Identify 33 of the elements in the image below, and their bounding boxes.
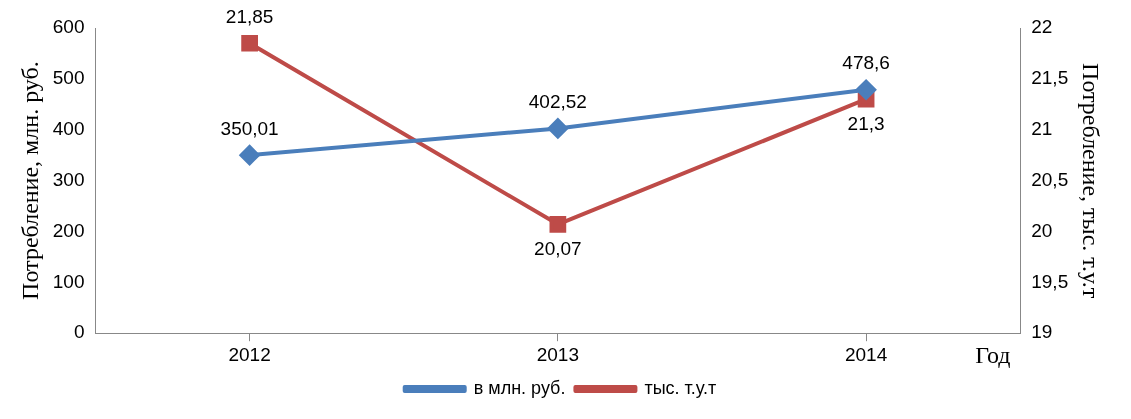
y2-tick-label: 19,5 (1031, 270, 1069, 292)
data-label: 350,01 (220, 117, 279, 139)
x-tick-label: 2014 (844, 343, 888, 365)
y2-tick-label: 21 (1031, 117, 1053, 139)
point (549, 215, 567, 233)
x-tick-label: 2012 (228, 343, 271, 365)
y-tick-label: 0 (73, 321, 85, 343)
y-tick-label: 500 (52, 67, 85, 89)
y-tick-label: 200 (52, 219, 85, 241)
y-axis-title: Потребление, млн. руб. (16, 61, 43, 300)
data-label: 21,3 (847, 112, 885, 134)
data-label: 402,52 (528, 91, 587, 113)
data-label: 478,6 (842, 52, 890, 74)
point (856, 79, 877, 100)
legend-label: тыс. т.у.т (644, 377, 717, 398)
y2-axis-title: Потребление, тыс. т.у.т (1078, 63, 1105, 299)
y2-tick-label: 20 (1031, 219, 1053, 241)
x-axis-title: Год (975, 342, 1011, 369)
y2-tick-label: 21,5 (1031, 67, 1069, 89)
y2-tick-label: 20,5 (1031, 168, 1069, 190)
y-tick-label: 400 (52, 117, 85, 139)
point (239, 145, 260, 166)
point (241, 34, 258, 52)
data-label: 21,85 (225, 5, 274, 27)
y2-tick-label: 22 (1031, 16, 1053, 38)
y-tick-label: 100 (52, 270, 85, 292)
point (547, 118, 568, 139)
legend-label: в млн. руб. (473, 377, 566, 398)
y-tick-label: 600 (52, 16, 85, 38)
y2-tick-label: 19 (1031, 321, 1053, 343)
x-tick-label: 2013 (536, 343, 579, 365)
y-tick-label: 300 (52, 168, 85, 190)
data-label: 20,07 (534, 238, 582, 260)
